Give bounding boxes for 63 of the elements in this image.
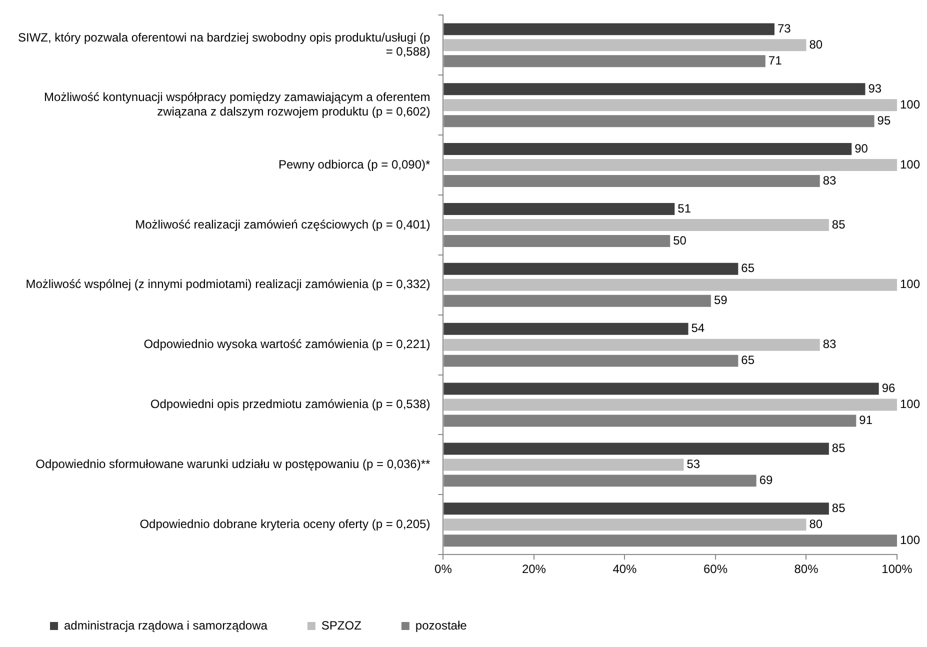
y-tick-label: Możliwość realizacji zamówień częściowych (p = 0,401) bbox=[135, 217, 430, 232]
bar bbox=[444, 218, 829, 231]
data-label: 100 bbox=[900, 157, 920, 172]
bar bbox=[444, 159, 897, 172]
data-label: 83 bbox=[822, 337, 837, 352]
bar bbox=[444, 262, 738, 275]
data-label: 59 bbox=[714, 293, 728, 308]
bar bbox=[444, 442, 829, 455]
data-label: 83 bbox=[822, 173, 837, 188]
y-tick-label: SIWZ, który pozwala oferentowi na bardziej swobodny opis produktu/usługi (p = 0,588) bbox=[18, 30, 431, 59]
data-label: 50 bbox=[673, 233, 687, 248]
x-tick-label: 40% bbox=[612, 562, 638, 576]
data-label: 80 bbox=[809, 37, 823, 52]
data-label: 53 bbox=[686, 457, 700, 472]
data-label: 80 bbox=[809, 516, 823, 531]
bar bbox=[444, 502, 829, 515]
y-tick-label: Możliwość kontynuacji współpracy pomiędzy zamawiającym a oferentem związana z dalszym rozwojem produktu (p = 0,602) bbox=[44, 90, 430, 119]
legend-label: pozostałe bbox=[415, 618, 468, 632]
bar bbox=[444, 458, 684, 471]
x-tick-label: 20% bbox=[522, 562, 546, 576]
data-label: 95 bbox=[877, 113, 891, 128]
bar bbox=[444, 382, 879, 395]
bar bbox=[444, 338, 820, 351]
y-tick-label: Odpowiednio dobrane kryteria oceny oferty (p = 0,205) bbox=[140, 516, 430, 531]
bar bbox=[444, 23, 774, 36]
data-label: 100 bbox=[900, 97, 920, 112]
data-label: 54 bbox=[691, 321, 705, 336]
data-label: 91 bbox=[859, 413, 873, 428]
legend-label: SPZOZ bbox=[321, 618, 362, 632]
x-tick-label: 80% bbox=[794, 562, 819, 576]
bar bbox=[444, 278, 897, 291]
y-tick-label: Pewny odbiorca (p = 0,090)* bbox=[278, 157, 431, 172]
x-tick-label: 100% bbox=[882, 562, 913, 576]
data-label: 90 bbox=[854, 141, 868, 156]
y-tick-label: Odpowiednio wysoka wartość zamówienia (p = 0,221) bbox=[144, 337, 430, 352]
x-tick-label: 60% bbox=[703, 562, 728, 576]
data-label: 71 bbox=[768, 53, 782, 68]
y-tick-label: Możliwość wspólnej (z innymi podmiotami) realizacji zamówienia (p = 0,332) bbox=[26, 277, 430, 292]
data-label: 65 bbox=[741, 353, 755, 368]
bar bbox=[444, 99, 897, 112]
bar bbox=[444, 398, 897, 411]
data-label: 65 bbox=[741, 261, 755, 276]
data-label: 85 bbox=[832, 500, 846, 515]
data-label: 96 bbox=[882, 381, 896, 396]
bar bbox=[444, 83, 866, 96]
data-label: 100 bbox=[900, 397, 920, 412]
bar bbox=[444, 518, 806, 531]
data-label: 85 bbox=[832, 217, 846, 232]
data-label: 93 bbox=[868, 81, 882, 96]
bar bbox=[444, 322, 688, 335]
bar bbox=[444, 39, 806, 52]
legend-label: administracja rządowa i samorządowa bbox=[64, 618, 268, 632]
bar bbox=[444, 202, 675, 215]
data-label: 69 bbox=[759, 472, 773, 487]
data-label: 73 bbox=[777, 21, 792, 36]
bar bbox=[444, 143, 852, 156]
data-label: 100 bbox=[900, 277, 920, 292]
y-tick-label: Odpowiednio sformułowane warunki udziału w postępowaniu (p = 0,036)** bbox=[36, 457, 431, 472]
data-label: 100 bbox=[900, 532, 920, 547]
x-tick-label: 0% bbox=[434, 562, 452, 576]
data-label: 85 bbox=[832, 441, 846, 456]
data-label: 51 bbox=[678, 201, 692, 216]
y-tick-label: Odpowiedni opis przedmiotu zamówienia (p = 0,538) bbox=[150, 397, 430, 412]
